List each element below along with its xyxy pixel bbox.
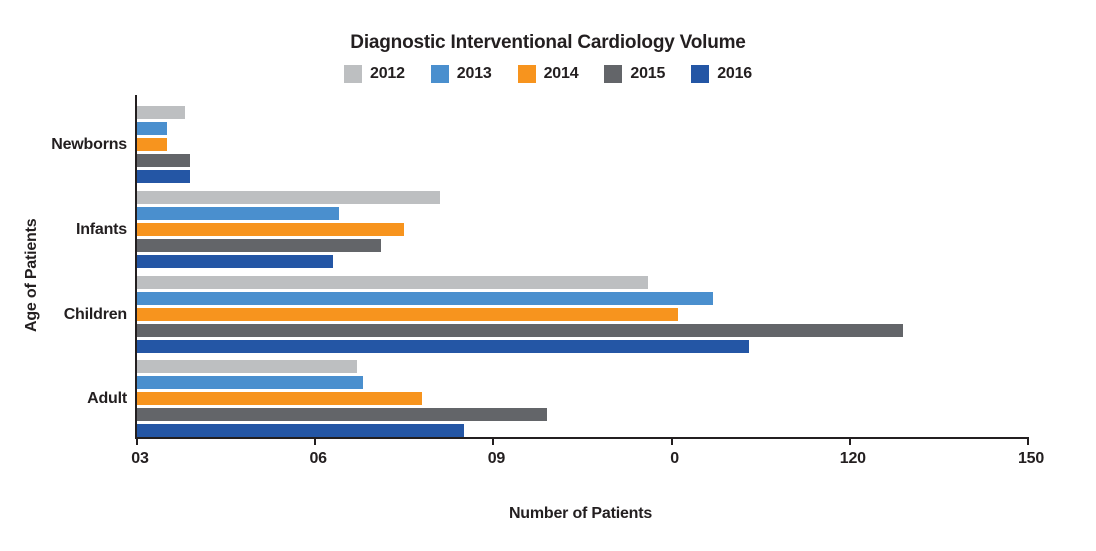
legend-item-2015: 2015: [604, 65, 665, 83]
bar-2014-adult: [137, 392, 423, 405]
x-axis-label: Number of Patients: [508, 505, 653, 522]
legend-item-2013: 2013: [430, 65, 492, 83]
legend-swatch-2015: [604, 65, 623, 83]
bar-2015-infants: [137, 239, 381, 252]
legend-item-2014: 2014: [517, 65, 579, 83]
bar-2016-adult: [137, 424, 464, 437]
bar-2013-adult: [137, 376, 363, 389]
category-label-adult: Adult: [87, 389, 127, 407]
bar-group-infants: [137, 191, 1028, 268]
legend-swatch-2013: [430, 65, 449, 83]
x-axis-tick: [136, 437, 138, 445]
legend-swatch-2012: [344, 65, 362, 83]
bar-2016-children: [137, 340, 749, 353]
bar-2013-children: [137, 292, 714, 305]
bar-2014-newborns: [137, 138, 167, 151]
x-axis-tick-label: 06: [309, 450, 327, 467]
bar-2014-infants: [137, 223, 405, 236]
legend-label: 2013: [456, 65, 492, 82]
bar-2012-adult: [137, 360, 357, 373]
legend-label: 2015: [630, 65, 666, 82]
chart-title: Diagnostic Interventional Cardiology Vol…: [350, 32, 746, 53]
legend-label: 2016: [717, 65, 752, 82]
bar-2015-newborns: [137, 154, 191, 167]
x-axis-tick-label: 0: [670, 450, 679, 467]
legend-item-2016: 2016: [691, 65, 752, 83]
x-axis-tick: [848, 437, 851, 445]
bar-2014-children: [137, 308, 678, 321]
legend-item-2012: 2012: [344, 65, 405, 83]
legend-label: 2014: [543, 65, 579, 82]
legend: 2012 2013 2014 2015 2016: [0, 62, 1096, 86]
bar-2015-adult: [137, 408, 547, 421]
bar-2016-infants: [137, 255, 334, 268]
category-label-newborns: Newborns: [51, 135, 127, 153]
x-axis-tick: [670, 437, 673, 445]
category-label-infants: Infants: [75, 220, 127, 238]
x-axis-tick: [1027, 437, 1029, 445]
bar-2012-infants: [137, 191, 440, 204]
category-label-children: Children: [63, 305, 127, 323]
bar-2012-children: [137, 276, 648, 289]
bar-group-adult: [137, 360, 1028, 437]
bar-2016-newborns: [137, 170, 191, 183]
legend-label: 2012: [370, 65, 405, 82]
bar-group-newborns: [137, 106, 1028, 183]
bar-2013-infants: [137, 207, 339, 220]
legend-swatch-2016: [691, 65, 710, 83]
x-axis-tick-label: 150: [1017, 450, 1045, 467]
bar-group-children: [137, 276, 1028, 353]
x-axis-tick: [492, 437, 495, 445]
x-axis-tick-label: 120: [839, 450, 866, 467]
plot-area: Newborns Infants Children Adult: [51, 95, 1029, 445]
bar-2015-children: [137, 324, 904, 337]
bar-2012-newborns: [137, 106, 185, 119]
bar-2013-newborns: [137, 122, 167, 135]
x-axis-tick-label: 09: [487, 450, 506, 467]
x-axis-tick: [314, 437, 317, 445]
x-axis-tick-label: 03: [131, 450, 149, 467]
legend-swatch-2014: [517, 65, 536, 83]
